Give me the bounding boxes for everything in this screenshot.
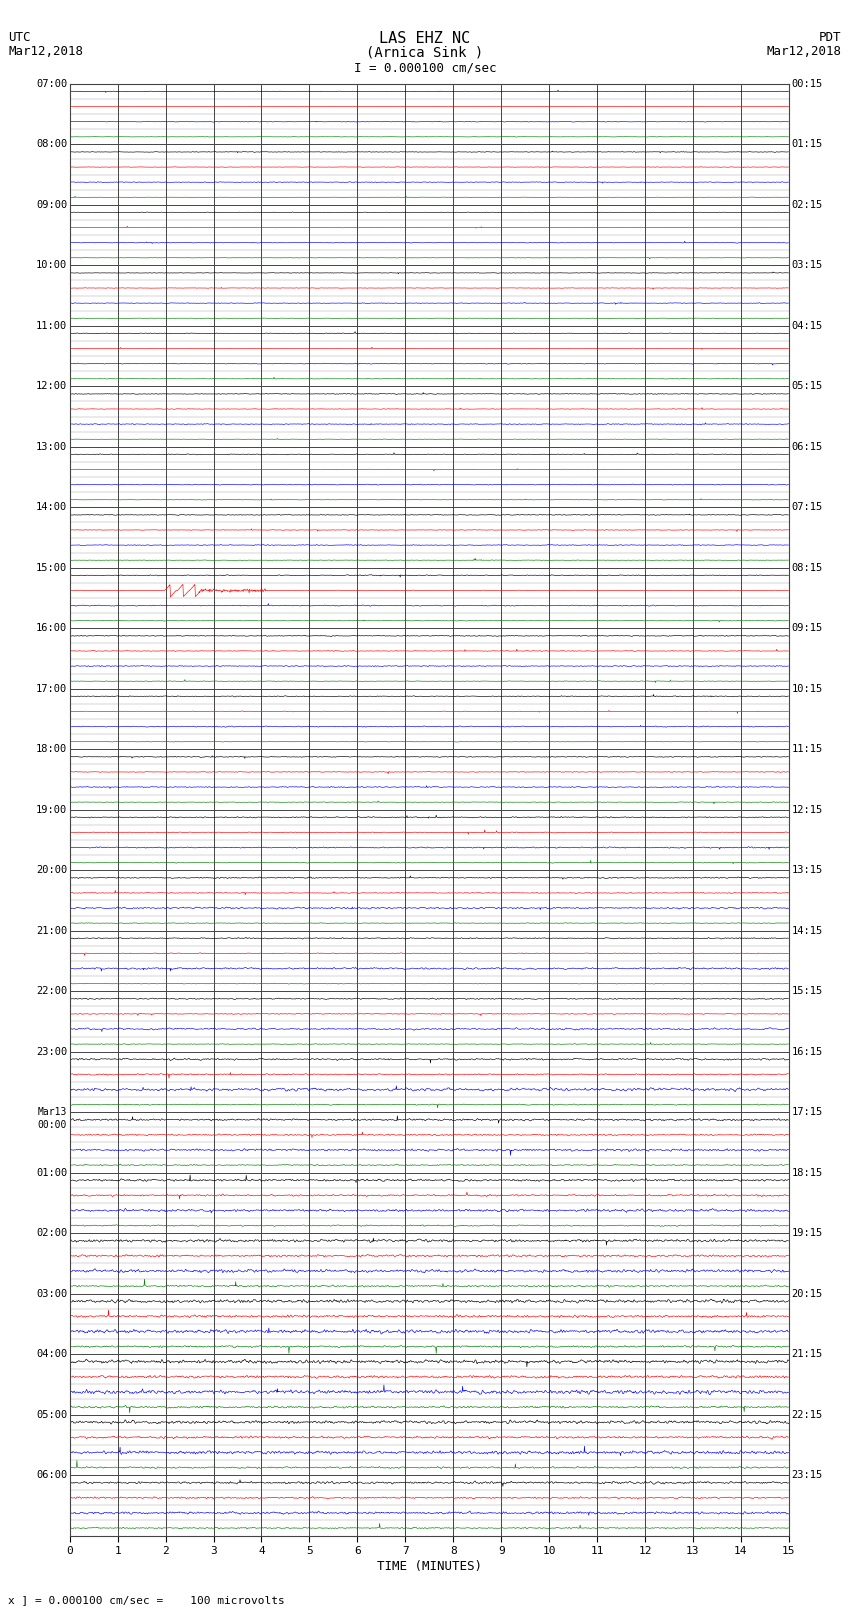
Text: 22:15: 22:15 bbox=[791, 1410, 823, 1419]
Text: 16:00: 16:00 bbox=[36, 623, 67, 634]
Text: 00:15: 00:15 bbox=[791, 79, 823, 89]
Text: LAS EHZ NC: LAS EHZ NC bbox=[379, 31, 471, 45]
Text: 01:00: 01:00 bbox=[36, 1168, 67, 1177]
Text: 23:00: 23:00 bbox=[36, 1047, 67, 1057]
Text: Mar12,2018: Mar12,2018 bbox=[767, 45, 842, 58]
Text: 04:00: 04:00 bbox=[36, 1348, 67, 1360]
Text: 22:00: 22:00 bbox=[36, 986, 67, 997]
Text: x ] = 0.000100 cm/sec =    100 microvolts: x ] = 0.000100 cm/sec = 100 microvolts bbox=[8, 1595, 286, 1605]
Text: 10:15: 10:15 bbox=[791, 684, 823, 694]
Text: 08:00: 08:00 bbox=[36, 139, 67, 150]
Text: 03:00: 03:00 bbox=[36, 1289, 67, 1298]
Text: 05:15: 05:15 bbox=[791, 381, 823, 392]
Text: 01:15: 01:15 bbox=[791, 139, 823, 150]
Text: 10:00: 10:00 bbox=[36, 260, 67, 271]
Text: 14:15: 14:15 bbox=[791, 926, 823, 936]
Text: 12:15: 12:15 bbox=[791, 805, 823, 815]
Text: 07:00: 07:00 bbox=[36, 79, 67, 89]
Text: 08:15: 08:15 bbox=[791, 563, 823, 573]
Text: 09:15: 09:15 bbox=[791, 623, 823, 634]
Text: Mar13: Mar13 bbox=[37, 1107, 67, 1118]
Text: 15:15: 15:15 bbox=[791, 986, 823, 997]
Text: 21:00: 21:00 bbox=[36, 926, 67, 936]
Text: (Arnica Sink ): (Arnica Sink ) bbox=[366, 45, 484, 60]
Text: 14:00: 14:00 bbox=[36, 502, 67, 513]
Text: 15:00: 15:00 bbox=[36, 563, 67, 573]
X-axis label: TIME (MINUTES): TIME (MINUTES) bbox=[377, 1560, 482, 1573]
Text: 13:15: 13:15 bbox=[791, 865, 823, 876]
Text: 07:15: 07:15 bbox=[791, 502, 823, 513]
Text: 09:00: 09:00 bbox=[36, 200, 67, 210]
Text: 02:15: 02:15 bbox=[791, 200, 823, 210]
Text: 11:15: 11:15 bbox=[791, 744, 823, 755]
Text: 04:15: 04:15 bbox=[791, 321, 823, 331]
Text: I = 0.000100 cm/sec: I = 0.000100 cm/sec bbox=[354, 61, 496, 74]
Text: 23:15: 23:15 bbox=[791, 1469, 823, 1481]
Text: 20:00: 20:00 bbox=[36, 865, 67, 876]
Text: PDT: PDT bbox=[819, 31, 842, 44]
Text: 00:00: 00:00 bbox=[37, 1119, 67, 1131]
Text: 03:15: 03:15 bbox=[791, 260, 823, 271]
Text: 21:15: 21:15 bbox=[791, 1348, 823, 1360]
Text: 06:15: 06:15 bbox=[791, 442, 823, 452]
Text: 18:15: 18:15 bbox=[791, 1168, 823, 1177]
Text: 06:00: 06:00 bbox=[36, 1469, 67, 1481]
Text: 12:00: 12:00 bbox=[36, 381, 67, 392]
Text: Mar12,2018: Mar12,2018 bbox=[8, 45, 83, 58]
Text: 17:15: 17:15 bbox=[791, 1107, 823, 1118]
Text: 13:00: 13:00 bbox=[36, 442, 67, 452]
Text: 19:00: 19:00 bbox=[36, 805, 67, 815]
Text: 20:15: 20:15 bbox=[791, 1289, 823, 1298]
Text: 02:00: 02:00 bbox=[36, 1227, 67, 1239]
Text: 17:00: 17:00 bbox=[36, 684, 67, 694]
Text: 05:00: 05:00 bbox=[36, 1410, 67, 1419]
Text: 19:15: 19:15 bbox=[791, 1227, 823, 1239]
Text: 18:00: 18:00 bbox=[36, 744, 67, 755]
Text: 11:00: 11:00 bbox=[36, 321, 67, 331]
Text: 16:15: 16:15 bbox=[791, 1047, 823, 1057]
Text: UTC: UTC bbox=[8, 31, 31, 44]
